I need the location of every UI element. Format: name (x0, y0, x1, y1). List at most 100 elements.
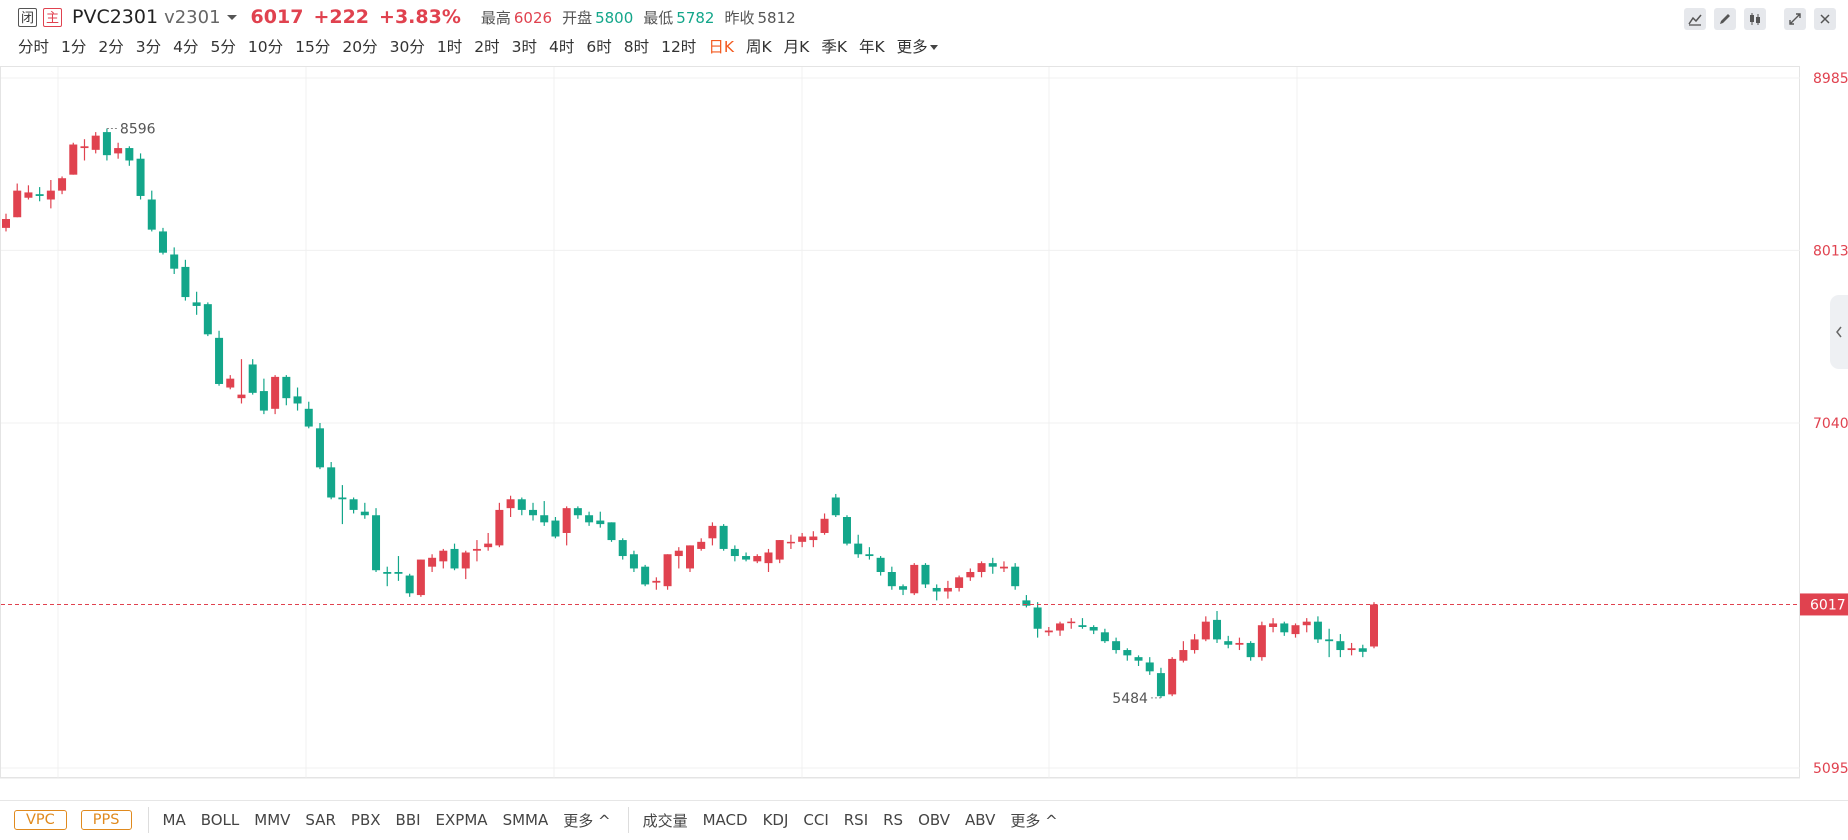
candle-body (80, 146, 89, 149)
main-contract-tag: 主 (43, 7, 62, 27)
candle-body (865, 554, 874, 557)
candle-body (663, 554, 672, 587)
sub-indicator-0[interactable]: 成交量 (642, 811, 688, 830)
sub-indicator-6[interactable]: OBV (918, 811, 950, 829)
main-indicator-8[interactable]: 更多 ^ (563, 811, 611, 830)
main-indicator-1[interactable]: BOLL (200, 811, 240, 829)
candle-body (215, 337, 224, 384)
sub-indicator-3[interactable]: CCI (803, 811, 829, 829)
candle-body (899, 586, 908, 590)
candle-body (69, 144, 78, 175)
closed-tag: 闭 (18, 7, 37, 27)
kline-svg: 89858013704050952022-06-062022-07-062022… (0, 66, 1848, 801)
main-indicator-2[interactable]: MMV (254, 811, 291, 829)
period-3[interactable]: 3分 (135, 38, 162, 56)
expand-button[interactable] (1784, 8, 1806, 30)
footer-button-pps[interactable]: PPS (80, 810, 132, 830)
contract-dropdown-icon[interactable] (226, 14, 237, 20)
candle-body (1370, 604, 1378, 647)
period-5[interactable]: 5分 (210, 38, 236, 56)
period-11[interactable]: 2时 (474, 38, 500, 56)
low-label: 5484 (1112, 691, 1148, 707)
period-8[interactable]: 20分 (342, 38, 378, 56)
candle-body (1067, 621, 1076, 624)
period-13[interactable]: 4时 (548, 38, 575, 56)
candle-body (170, 254, 179, 269)
indicator-bar: VPC PPS MA BOLL MMV SAR PBX BBI EXPMA SMMA 更多 ^ 成交量… (0, 800, 1848, 840)
stat-value: 6026 (513, 8, 553, 27)
main-indicator-0[interactable]: MA (162, 811, 186, 829)
candle-body (641, 566, 650, 585)
period-20[interactable]: 季K (821, 38, 847, 56)
symbol-name: PVC2301 (72, 6, 159, 28)
divider (627, 807, 629, 833)
line-draw-button[interactable] (1684, 8, 1706, 30)
candle-body (226, 378, 235, 388)
stat-label: 最低 (643, 8, 674, 27)
footer-button-vpc[interactable]: VPC (14, 810, 67, 830)
period-12[interactable]: 3时 (511, 38, 537, 56)
candle-body (719, 525, 728, 549)
candle-body (1056, 623, 1065, 631)
candle-body (315, 428, 324, 468)
candle-body (1358, 648, 1367, 652)
candle-body (686, 545, 694, 569)
period-16[interactable]: 12时 (661, 38, 697, 56)
candle-body (596, 520, 605, 525)
candle-body (428, 557, 437, 567)
kline-chart[interactable]: 89858013704050952022-06-062022-07-062022… (0, 66, 1848, 801)
period-15[interactable]: 8时 (623, 38, 650, 56)
candle-body (450, 548, 459, 569)
candle-body (46, 190, 55, 200)
pencil-button[interactable] (1714, 8, 1736, 30)
candle-body (753, 556, 762, 562)
stat-label: 最高 (480, 8, 511, 27)
candle-style-button[interactable] (1744, 8, 1766, 30)
period-21[interactable]: 年K (859, 38, 885, 56)
sub-indicator-4[interactable]: RSI (843, 811, 869, 829)
side-panel-toggle[interactable] (1830, 295, 1848, 369)
sub-indicator-5[interactable]: RS (883, 811, 904, 829)
period-1[interactable]: 1分 (61, 38, 87, 56)
candle-body (248, 364, 257, 393)
candle-body (506, 499, 515, 509)
main-indicator-4[interactable]: PBX (350, 811, 381, 829)
period-2[interactable]: 2分 (98, 38, 124, 56)
period-18[interactable]: 周K (745, 38, 772, 56)
sub-indicator-7[interactable]: ABV (964, 811, 996, 829)
candle-body (439, 550, 448, 562)
candle-body (1302, 621, 1311, 626)
period-6[interactable]: 10分 (247, 38, 284, 56)
period-10[interactable]: 1时 (436, 38, 463, 56)
sub-indicator-2[interactable]: KDJ (762, 811, 789, 829)
candle-body (237, 394, 246, 399)
candle-body (1347, 648, 1356, 651)
sub-indicator-8[interactable]: 更多 ^ (1010, 811, 1058, 830)
main-indicator-5[interactable]: BBI (395, 811, 421, 829)
main-indicator-3[interactable]: SAR (305, 811, 336, 829)
sub-indicator-1[interactable]: MACD (702, 811, 748, 829)
stat-value: 5812 (757, 8, 796, 27)
period-19[interactable]: 月K (783, 38, 810, 56)
contract-selector[interactable]: v2301 (164, 6, 221, 28)
candle-body (775, 540, 784, 560)
candle-body (629, 554, 638, 569)
period-7[interactable]: 15分 (295, 38, 331, 56)
last-price: 6017 (250, 6, 304, 28)
candle-body (1145, 662, 1154, 672)
candle-body (585, 515, 594, 523)
close-button[interactable] (1814, 8, 1836, 30)
main-indicator-7[interactable]: SMMA (502, 811, 549, 829)
candle-body (697, 541, 706, 549)
period-0[interactable]: 分时 (18, 38, 50, 56)
main-indicator-6[interactable]: EXPMA (435, 811, 488, 829)
period-4[interactable]: 4分 (173, 38, 199, 56)
quote-stats: 最高 6026 开盘 5800 最低 5782 昨收 5812 (471, 7, 796, 28)
candle-body (1078, 625, 1087, 627)
candle-body (360, 511, 369, 516)
period-17[interactable]: 日K (708, 38, 734, 56)
period-14[interactable]: 6时 (586, 38, 612, 56)
y-tick-label: 5095 (1813, 761, 1848, 777)
period-22[interactable]: 更多 (897, 35, 938, 57)
period-9[interactable]: 30分 (389, 38, 425, 56)
